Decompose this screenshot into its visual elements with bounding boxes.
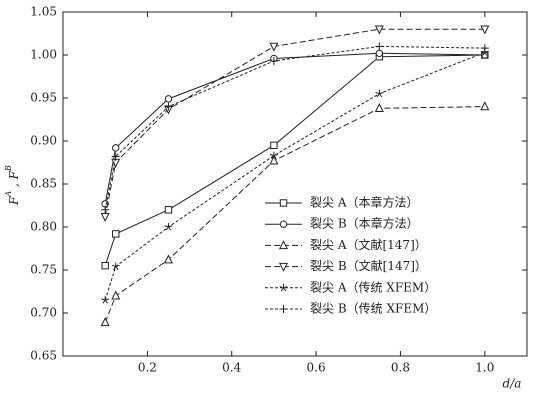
marker (375, 42, 384, 51)
legend-label: 裂尖 B（传统 XFEM） (310, 301, 436, 316)
x-tick-label: 0.4 (222, 361, 241, 375)
y-tick-label: 0.80 (30, 220, 57, 234)
marker (375, 49, 384, 57)
x-tick-label: 1.0 (475, 361, 494, 375)
marker (164, 95, 173, 103)
legend-marker (278, 262, 289, 272)
y-tick-label: 0.95 (30, 91, 57, 105)
legend-marker (279, 305, 288, 313)
y-tick-label: 0.65 (30, 349, 57, 363)
marker (480, 44, 489, 53)
marker (164, 102, 173, 111)
marker (269, 151, 278, 160)
x-tick-label: 0.2 (138, 361, 157, 375)
series-line (104, 54, 485, 266)
y-label-part: A (4, 191, 13, 198)
marker (269, 42, 279, 52)
marker (112, 144, 120, 152)
marker (163, 254, 173, 264)
marker (111, 152, 120, 161)
marker (164, 206, 173, 214)
y-axis-label: FA , FB (4, 165, 21, 206)
marker (269, 57, 278, 66)
marker (269, 155, 279, 165)
marker (480, 101, 490, 111)
legend-marker (279, 283, 288, 292)
legend-label: 裂尖 B（文献[147]） (310, 258, 427, 273)
marker (101, 296, 110, 304)
marker (112, 230, 120, 238)
legend-label: 裂尖 B（本章方法） (310, 216, 419, 231)
legend-marker (278, 240, 289, 250)
marker (164, 223, 173, 231)
series-line (104, 106, 485, 323)
marker (100, 317, 110, 327)
y-tick-label: 0.70 (30, 306, 57, 320)
y-tick-label: 0.90 (30, 134, 57, 148)
x-tick-label: 0.8 (391, 361, 410, 375)
y-tick-label: 0.75 (30, 263, 57, 277)
y-label-part: B (4, 165, 13, 172)
y-label-part: F (7, 196, 21, 206)
marker (100, 212, 110, 222)
x-axis-label: d/a (503, 377, 522, 391)
y-tick-label: 1.05 (30, 5, 57, 19)
marker (270, 141, 278, 150)
marker (374, 25, 384, 35)
marker (480, 25, 490, 35)
marker (374, 103, 384, 113)
marker (101, 205, 110, 214)
legend-marker (279, 220, 288, 228)
legend-label: 裂尖 A（文献[147]） (310, 237, 427, 252)
legend-marker (279, 199, 288, 207)
legend-label: 裂尖 A（传统 XFEM） (310, 279, 436, 294)
marker (375, 89, 384, 98)
y-label-part: , F (7, 170, 21, 190)
legend-label: 裂尖 A（本章方法） (310, 195, 418, 210)
series-line (104, 45, 485, 210)
x-tick-label: 0.6 (307, 361, 326, 375)
marker (101, 262, 109, 270)
marker (111, 262, 120, 271)
plot-frame (62, 11, 528, 357)
marker (111, 290, 121, 300)
y-tick-label: 1.00 (30, 48, 57, 62)
series-line (104, 52, 485, 204)
y-tick-label: 0.85 (30, 177, 57, 191)
series-line (104, 28, 485, 217)
series-line (104, 51, 486, 301)
